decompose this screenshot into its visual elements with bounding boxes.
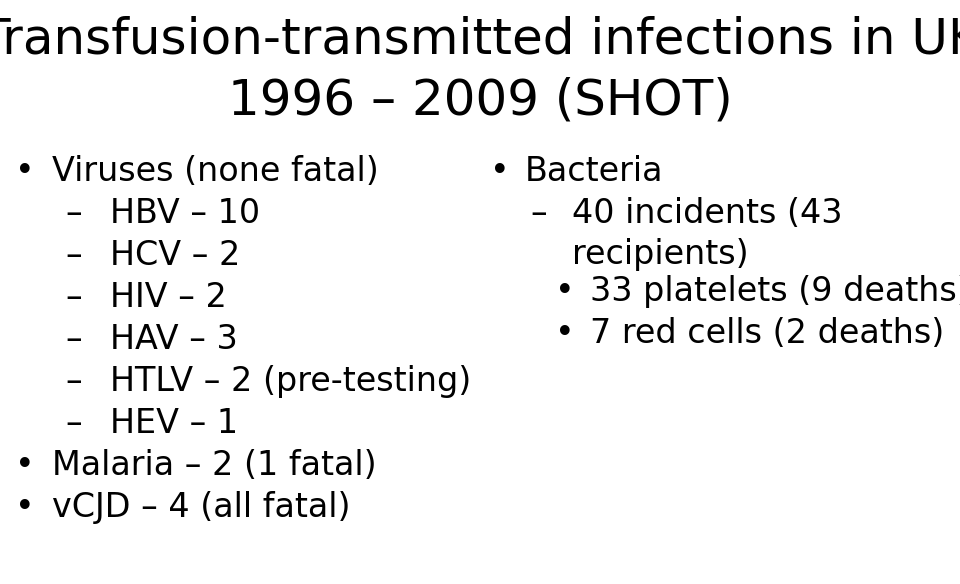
Text: 33 platelets (9 deaths): 33 platelets (9 deaths) bbox=[590, 274, 960, 308]
Text: –: – bbox=[65, 365, 82, 398]
Text: HEV – 1: HEV – 1 bbox=[110, 407, 238, 440]
Text: –: – bbox=[65, 197, 82, 230]
Text: Malaria – 2 (1 fatal): Malaria – 2 (1 fatal) bbox=[52, 449, 376, 482]
Text: 7 red cells (2 deaths): 7 red cells (2 deaths) bbox=[590, 317, 945, 350]
Text: vCJD – 4 (all fatal): vCJD – 4 (all fatal) bbox=[52, 491, 350, 524]
Text: –: – bbox=[65, 281, 82, 314]
Text: •: • bbox=[15, 155, 35, 188]
Text: HBV – 10: HBV – 10 bbox=[110, 197, 260, 230]
Text: •: • bbox=[490, 155, 510, 188]
Text: Bacteria: Bacteria bbox=[525, 155, 663, 188]
Text: Viruses (none fatal): Viruses (none fatal) bbox=[52, 155, 379, 188]
Text: •: • bbox=[15, 449, 35, 482]
Text: HAV – 3: HAV – 3 bbox=[110, 323, 238, 356]
Text: Transfusion-transmitted infections in UK
1996 – 2009 (SHOT): Transfusion-transmitted infections in UK… bbox=[0, 15, 960, 124]
Text: •: • bbox=[555, 317, 575, 350]
Text: –: – bbox=[65, 323, 82, 356]
Text: 40 incidents (43
recipients): 40 incidents (43 recipients) bbox=[572, 197, 843, 271]
Text: –: – bbox=[65, 239, 82, 272]
Text: HIV – 2: HIV – 2 bbox=[110, 281, 227, 314]
Text: –: – bbox=[530, 197, 546, 230]
Text: •: • bbox=[15, 491, 35, 524]
Text: •: • bbox=[555, 274, 575, 308]
Text: HTLV – 2 (pre-testing): HTLV – 2 (pre-testing) bbox=[110, 365, 471, 398]
Text: HCV – 2: HCV – 2 bbox=[110, 239, 240, 272]
Text: –: – bbox=[65, 407, 82, 440]
